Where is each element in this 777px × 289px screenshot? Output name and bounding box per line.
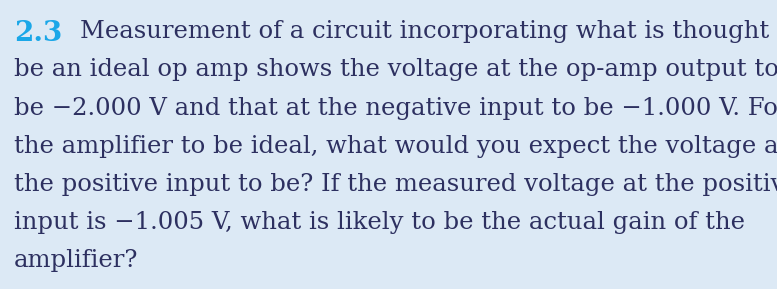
Text: be −2.000 V and that at the negative input to be −1.000 V. For: be −2.000 V and that at the negative inp… [14,97,777,120]
Text: amplifier?: amplifier? [14,249,138,272]
Text: the positive input to be? If the measured voltage at the positive: the positive input to be? If the measure… [14,173,777,196]
Text: be an ideal op amp shows the voltage at the op-amp output to: be an ideal op amp shows the voltage at … [14,58,777,81]
Text: input is −1.005 V, what is likely to be the actual gain of the: input is −1.005 V, what is likely to be … [14,211,745,234]
Text: 2.3: 2.3 [14,20,62,47]
Text: Measurement of a circuit incorporating what is thought to: Measurement of a circuit incorporating w… [80,20,777,43]
Text: the amplifier to be ideal, what would you expect the voltage at: the amplifier to be ideal, what would yo… [14,135,777,158]
